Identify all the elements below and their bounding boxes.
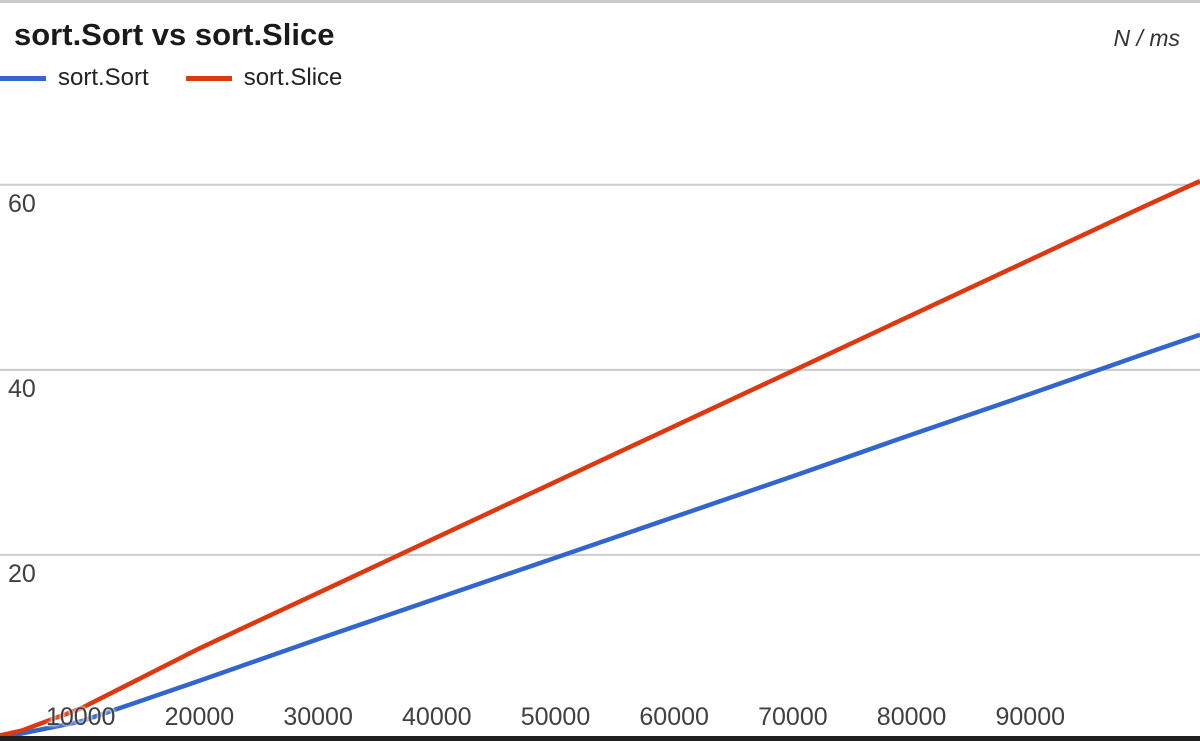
x-axis-tick-label-40000: 40000 — [402, 703, 472, 731]
legend-label-sort-sort: sort.Sort — [58, 64, 149, 91]
legend-line-swatch-blue-icon — [0, 75, 46, 81]
x-axis-tick-label-80000: 80000 — [876, 703, 947, 731]
series-line-sort-slice[interactable] — [0, 179, 1200, 738]
series-line-sort-sort[interactable] — [0, 332, 1200, 740]
x-axis-tick-label-10000: 10000 — [45, 703, 116, 731]
legend-label-sort-slice: sort.Slice — [243, 64, 343, 91]
x-axis-tick-label-60000: 60000 — [639, 703, 709, 731]
y-axis-tick-label-40: 40 — [8, 374, 36, 403]
gridlines — [0, 183, 1200, 556]
legend: sort.Sort sort.Slice — [0, 63, 342, 93]
legend-item-sort-slice[interactable]: sort.Slice — [185, 64, 343, 92]
x-axis-tick-label-20000: 20000 — [164, 703, 235, 731]
x-axis-line — [0, 736, 1200, 741]
legend-item-sort-sort[interactable]: sort.Sort — [0, 64, 149, 92]
x-axis-tick-label-30000: 30000 — [283, 703, 353, 731]
top-border-line — [0, 0, 1200, 3]
x-axis-tick-label-70000: 70000 — [758, 703, 828, 731]
x-axis-tick-label-50000: 50000 — [520, 703, 591, 731]
x-axis-tick-label-90000: 90000 — [995, 703, 1066, 731]
axis-units-label: N / ms — [1113, 25, 1180, 51]
y-axis-tick-label-60: 60 — [8, 189, 36, 218]
y-axis-tick-label-20: 20 — [8, 559, 36, 588]
chart-title: sort.Sort vs sort.Slice — [14, 17, 335, 52]
legend-line-swatch-red-icon — [185, 75, 232, 81]
